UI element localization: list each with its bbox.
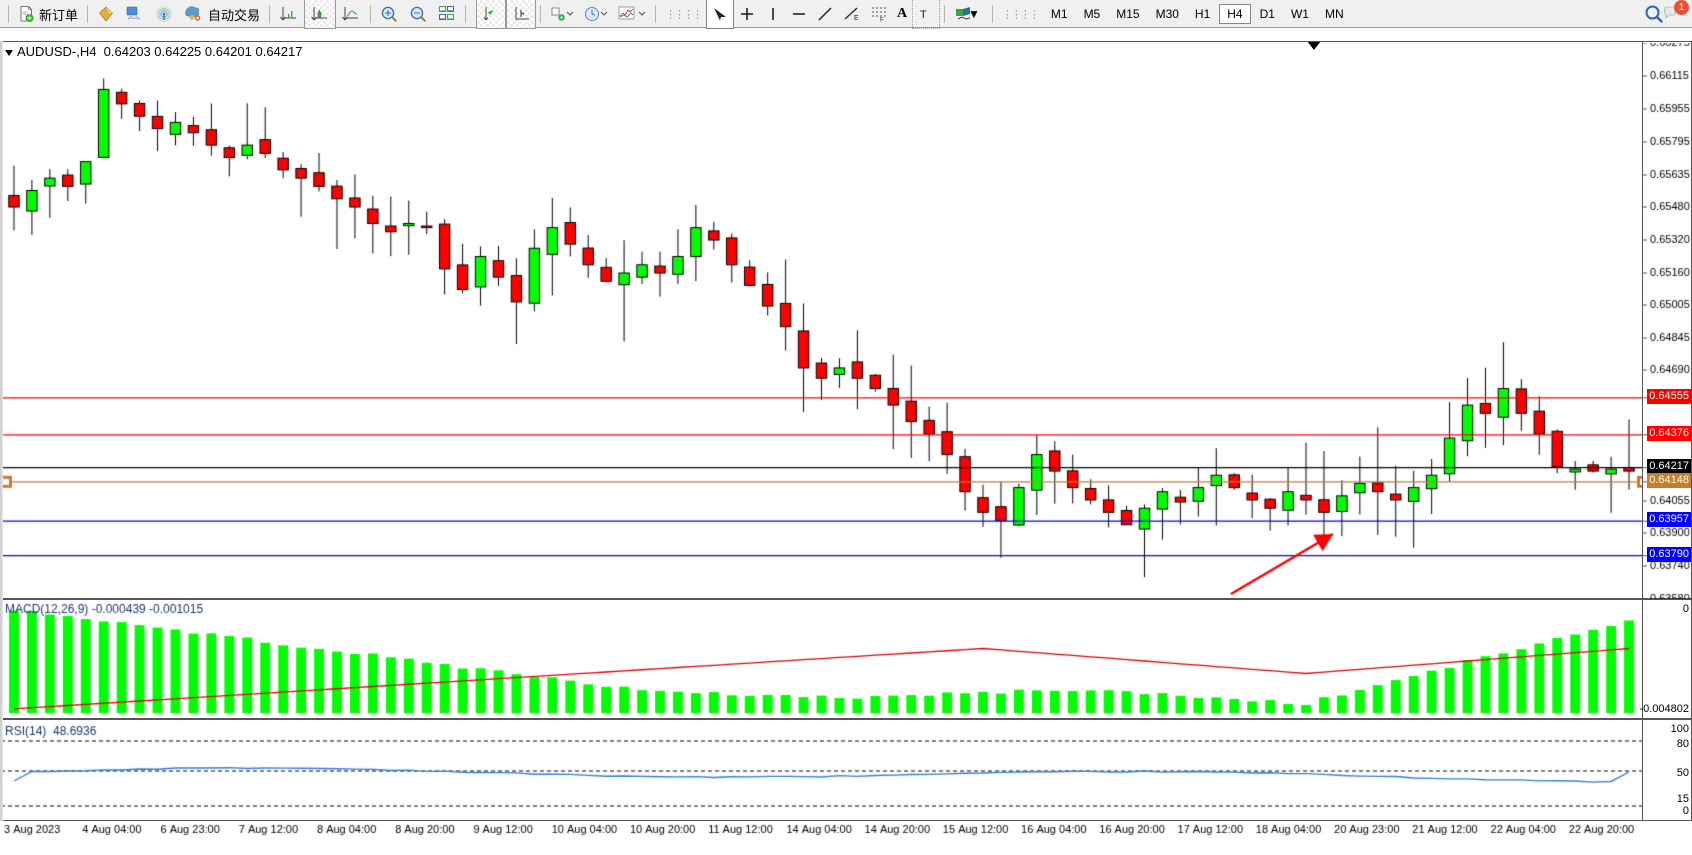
svg-text:T: T — [920, 9, 927, 21]
svg-text:F: F — [880, 18, 884, 23]
svg-text:E: E — [854, 15, 859, 22]
